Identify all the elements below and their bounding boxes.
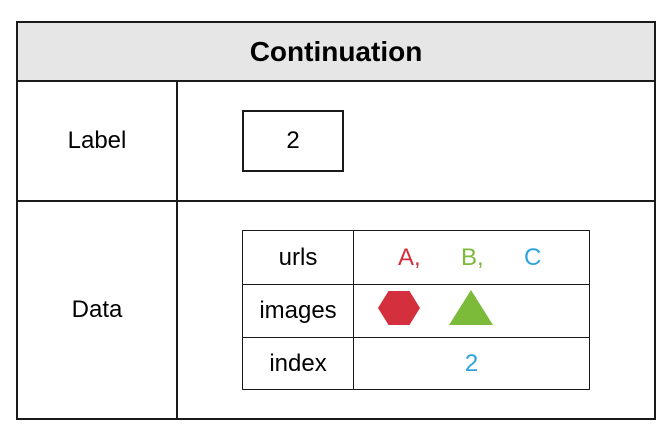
urls-value: A, B, C xyxy=(354,231,589,284)
data-row-title: Data xyxy=(71,296,123,323)
index-key: index xyxy=(269,349,327,377)
column-divider xyxy=(176,82,178,418)
continuation-card: Continuation Label Data xyxy=(16,21,656,420)
hexagon-icon xyxy=(378,291,420,325)
data-fields-table: urls A, B, C images index 2 xyxy=(242,230,590,390)
url-item-a: A, xyxy=(398,243,421,271)
label-value-box: 2 xyxy=(242,110,344,172)
url-item-b: B, xyxy=(461,243,484,271)
images-value xyxy=(354,284,589,337)
images-key: images xyxy=(259,296,337,324)
index-value: 2 xyxy=(464,349,479,377)
images-shapes xyxy=(378,290,493,325)
table-row-divider xyxy=(243,284,589,285)
triangle-icon xyxy=(449,290,493,325)
urls-key: urls xyxy=(278,243,318,271)
card-title: Continuation xyxy=(18,23,654,82)
label-row-title: Label xyxy=(67,127,127,154)
url-item-c: C xyxy=(524,243,542,271)
table-column-divider xyxy=(353,231,354,389)
row-divider xyxy=(18,200,654,202)
table-row-divider xyxy=(243,337,589,338)
